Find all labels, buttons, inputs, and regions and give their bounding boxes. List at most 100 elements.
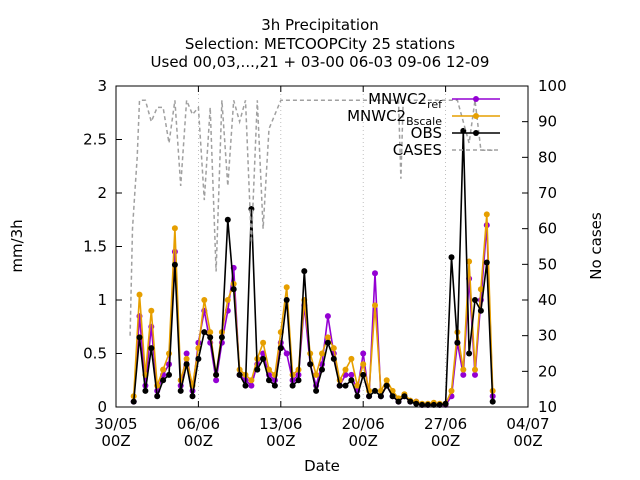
y-tick-label: 0: [97, 398, 107, 416]
data-point: [342, 382, 349, 389]
data-point: [236, 371, 243, 378]
data-point: [283, 350, 290, 357]
title-line-3: Used 00,03,...,21 + 03-00 06-03 09-06 12…: [151, 53, 490, 71]
data-point: [472, 371, 478, 378]
y-tick-label: 2.5: [83, 131, 107, 149]
data-point: [289, 382, 296, 389]
data-point: [218, 334, 225, 341]
data-point: [207, 334, 214, 341]
y2-tick-label: 60: [538, 220, 557, 238]
legend-label: MNWC2ref: [368, 90, 443, 111]
data-point: [348, 371, 355, 378]
data-point: [330, 345, 337, 352]
data-point: [466, 350, 473, 357]
data-point: [389, 393, 396, 400]
x-axis-label: Date: [304, 457, 340, 475]
legend-label-subscript: Bscale: [406, 115, 442, 128]
data-point: [324, 339, 331, 346]
data-point: [448, 254, 455, 261]
data-point: [460, 371, 467, 378]
data-point: [136, 334, 143, 341]
data-point: [283, 284, 290, 291]
data-point: [166, 371, 172, 378]
title-line-1: 3h Precipitation: [261, 16, 379, 34]
data-point: [472, 297, 478, 303]
data-point: [348, 377, 355, 384]
data-point: [407, 398, 414, 405]
chart-title: 3h Precipitation Selection: METCOOPCity …: [151, 16, 490, 71]
legend-label-subscript: ref: [427, 98, 443, 111]
data-point: [342, 366, 349, 373]
y2-tick-label: 80: [538, 148, 557, 166]
data-point: [354, 393, 361, 400]
data-point: [424, 401, 431, 408]
data-point: [224, 297, 231, 303]
data-point: [142, 387, 149, 394]
data-point: [189, 393, 196, 400]
data-point: [260, 339, 267, 346]
data-point: [266, 377, 272, 384]
data-point: [372, 302, 378, 309]
data-point: [472, 366, 478, 373]
data-point: [489, 398, 496, 405]
data-point: [336, 382, 343, 389]
x-tick-label-date: 20/06: [342, 415, 385, 433]
data-point: [295, 377, 302, 384]
data-point: [154, 393, 161, 400]
data-point: [271, 382, 278, 389]
data-point: [307, 361, 314, 368]
data-point: [283, 297, 290, 303]
y2-tick-label: 10: [538, 398, 557, 416]
data-point: [171, 248, 178, 255]
legend-swatch-marker: [473, 96, 479, 102]
x-tick-label-hour: 00Z: [349, 432, 378, 450]
data-point: [372, 387, 378, 394]
data-point: [460, 366, 467, 373]
data-point: [483, 259, 490, 266]
x-tick-label-date: 27/06: [424, 415, 467, 433]
y2-tick-label: 100: [538, 77, 567, 95]
data-point: [360, 350, 367, 357]
data-point: [366, 393, 373, 400]
x-tick-label-date: 06/06: [177, 415, 220, 433]
y2-tick-label: 20: [538, 362, 557, 380]
data-point: [248, 206, 255, 212]
data-point: [419, 401, 426, 408]
data-point: [319, 350, 325, 357]
x-tick-label-hour: 00Z: [266, 432, 295, 450]
data-point: [201, 329, 208, 336]
x-tick-label-hour: 00Z: [431, 432, 460, 450]
data-point: [224, 216, 231, 223]
data-point: [360, 371, 367, 378]
data-point: [213, 377, 220, 384]
y-tick-label: 3: [97, 77, 107, 95]
data-point: [195, 355, 202, 362]
data-point: [313, 371, 320, 378]
y2-tick-label: 30: [538, 327, 557, 345]
legend-entry: CASES: [393, 141, 500, 159]
data-point: [136, 291, 143, 298]
legend-label: CASES: [393, 141, 442, 159]
data-point: [383, 377, 390, 384]
data-point: [248, 377, 255, 384]
data-point: [213, 371, 220, 378]
series-line: [129, 99, 493, 336]
legend-swatch-marker: [473, 130, 479, 136]
data-point: [166, 350, 172, 357]
data-point: [454, 339, 461, 346]
data-point: [383, 382, 390, 389]
data-point: [242, 382, 249, 389]
data-point: [330, 355, 337, 362]
grid: [197, 86, 447, 407]
x-tick-label-hour: 00Z: [513, 432, 542, 450]
data-point: [360, 361, 367, 368]
x-tick-label-date: 04/07: [506, 415, 549, 433]
y-tick-label: 1.5: [83, 238, 107, 256]
data-point: [377, 393, 384, 400]
data-point: [348, 355, 355, 362]
data-point: [260, 355, 267, 362]
data-point: [177, 387, 184, 394]
data-point: [160, 366, 167, 373]
